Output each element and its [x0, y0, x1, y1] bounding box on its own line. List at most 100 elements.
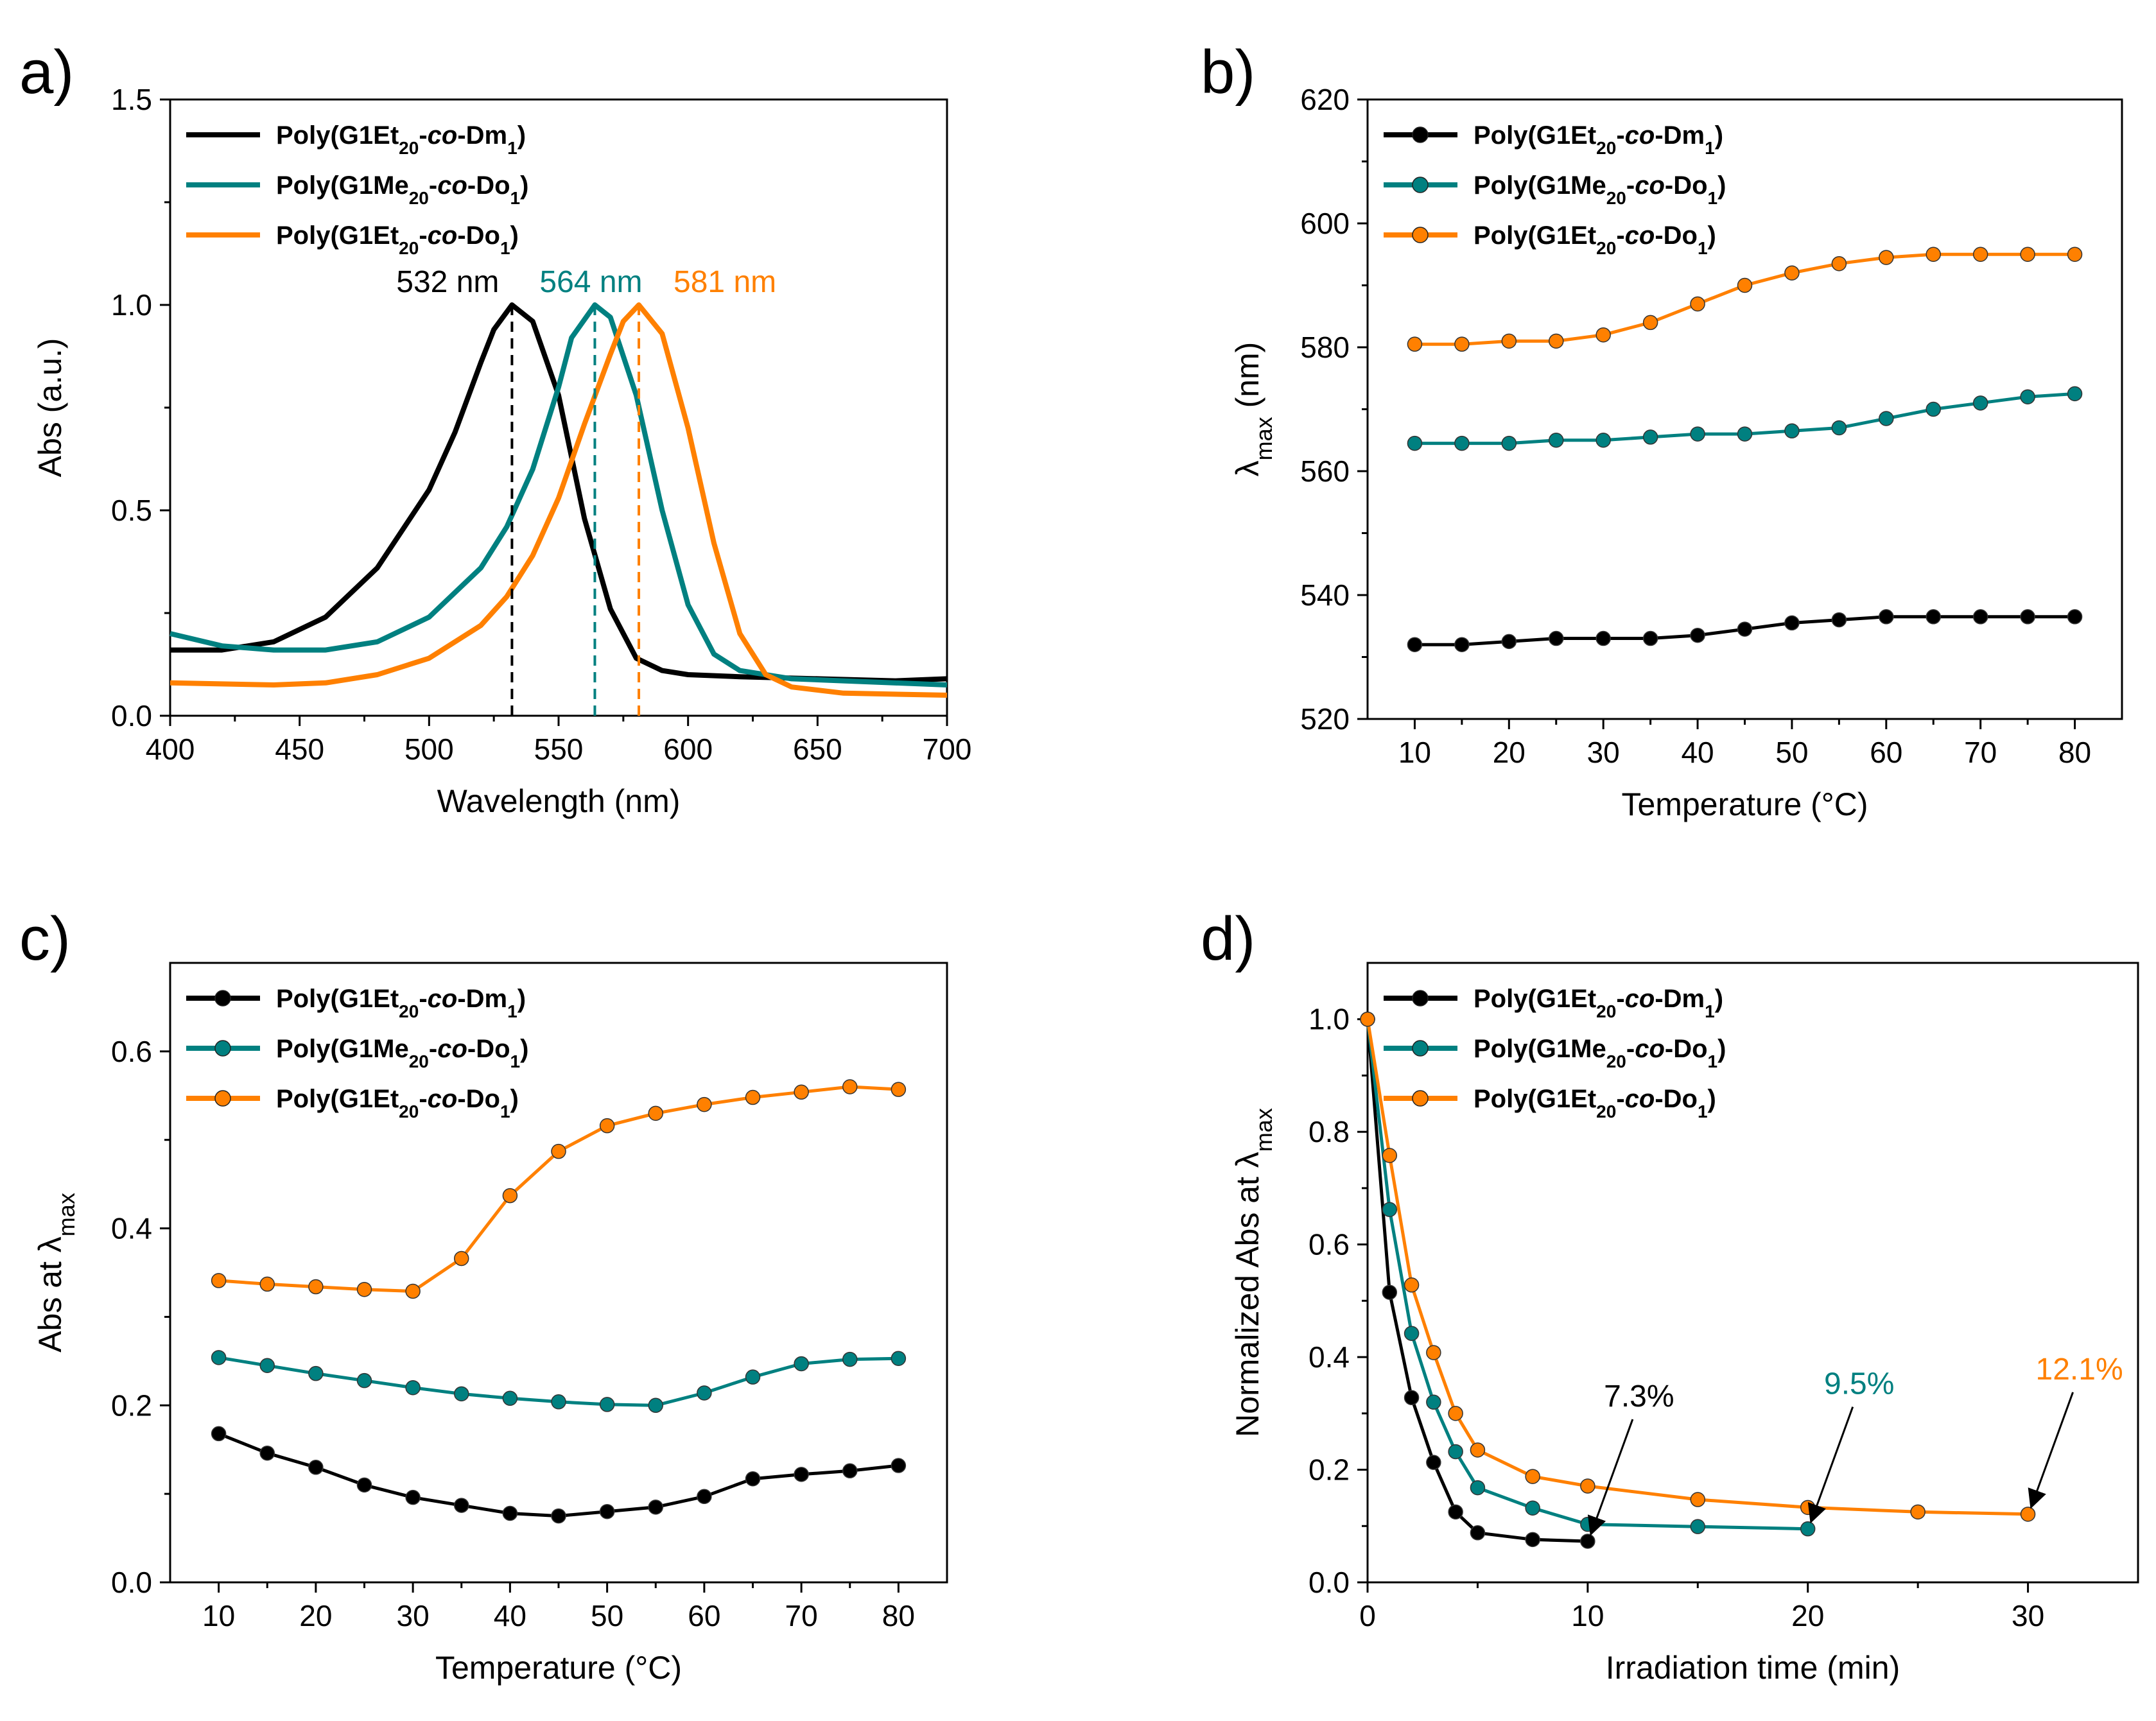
- data-point: [1501, 435, 1517, 451]
- legend-label-close: ): [1715, 985, 1723, 1013]
- legend-label-dash: -: [419, 121, 427, 150]
- annotation-arrow: [1807, 1406, 1854, 1524]
- data-point: [1549, 630, 1564, 646]
- x-tick-label: 450: [275, 732, 324, 766]
- y-tick-label: 540: [1300, 578, 1350, 612]
- legend-label-sub: 1: [500, 1102, 510, 1121]
- data-point: [1737, 277, 1753, 293]
- legend-label: Poly(G1Et20-co-Dm1): [276, 121, 526, 158]
- legend-label-base: Poly(G1Et: [1474, 985, 1596, 1013]
- legend-label-base: Poly(G1Me: [1474, 1035, 1606, 1063]
- y-axis-title: Abs (a.u.): [32, 338, 68, 478]
- legend-marker: [1412, 227, 1429, 243]
- legend-label-co: co: [1625, 221, 1655, 250]
- data-point: [697, 1489, 712, 1505]
- data-point: [1690, 426, 1705, 442]
- data-point: [1690, 296, 1705, 312]
- data-point: [211, 1350, 227, 1365]
- data-point: [502, 1390, 518, 1406]
- legend-marker: [214, 1040, 231, 1057]
- data-point: [794, 1467, 809, 1482]
- x-axis-title: Temperature (°C): [1622, 786, 1868, 822]
- legend-label-close: ): [510, 1085, 519, 1113]
- data-point: [745, 1369, 761, 1385]
- series-line-2: [218, 1085, 899, 1293]
- legend-label-sub: 20: [399, 1102, 419, 1121]
- x-tick-label: 80: [882, 1599, 915, 1632]
- data-point: [1580, 1534, 1595, 1549]
- data-point: [794, 1356, 809, 1372]
- legend-label-sub: 1: [507, 1001, 517, 1021]
- legend-label-tail: -Do: [1655, 221, 1698, 250]
- data-point: [551, 1143, 566, 1159]
- y-axis-title-main: λ: [1230, 460, 1265, 476]
- data-point: [648, 1105, 663, 1121]
- legend-label-tail: -Do: [1655, 1085, 1698, 1113]
- legend-label-close: ): [1715, 121, 1723, 150]
- legend-label: Poly(G1Et20-co-Dm1): [276, 985, 526, 1021]
- legend-label-dash: -: [429, 1035, 437, 1063]
- legend-label-sub: 1: [510, 1051, 521, 1071]
- legend-label-sub: 20: [1596, 1102, 1616, 1121]
- x-tick-label: 550: [534, 732, 584, 766]
- legend-label-sub: 1: [1705, 1001, 1715, 1021]
- x-tick-label: 30: [2012, 1599, 2044, 1632]
- series-line-2: [1414, 252, 2075, 346]
- legend-label-dash: -: [1616, 221, 1624, 250]
- legend-label-close: ): [1708, 1085, 1716, 1113]
- legend-marker: [1412, 126, 1429, 143]
- legend-label-close: ): [517, 121, 526, 150]
- legend-label-tail: -Dm: [457, 985, 507, 1013]
- peak-label: 532 nm: [396, 265, 499, 299]
- y-axis-title: λmax (nm): [1230, 342, 1277, 477]
- data-point: [842, 1079, 858, 1094]
- annotation-label: 9.5%: [1824, 1367, 1894, 1401]
- legend-label-co: co: [437, 171, 467, 200]
- y-tick-label: 0.0: [1308, 1566, 1350, 1599]
- x-tick-label: 60: [688, 1599, 720, 1632]
- data-point: [1382, 1148, 1398, 1163]
- data-point: [356, 1477, 372, 1493]
- data-point: [745, 1089, 761, 1105]
- data-point: [891, 1458, 907, 1473]
- legend-label: Poly(G1Et20-co-Dm1): [1474, 985, 1723, 1021]
- legend-marker: [214, 990, 231, 1007]
- data-point: [1831, 612, 1847, 628]
- y-tick-label: 620: [1300, 83, 1350, 116]
- data-point: [2020, 609, 2035, 625]
- legend-label-dash: -: [1616, 985, 1624, 1013]
- data-point: [356, 1281, 372, 1297]
- y-axis-title-tail: (nm): [1230, 342, 1265, 417]
- legend-label: Poly(G1Et20-co-Do1): [276, 221, 519, 258]
- legend-label-base: Poly(G1Et: [276, 221, 399, 250]
- data-point: [648, 1500, 663, 1515]
- legend-label-close: ): [1717, 171, 1726, 200]
- data-point: [2067, 609, 2083, 625]
- data-point: [211, 1426, 227, 1442]
- data-point: [1831, 420, 1847, 436]
- data-point: [599, 1118, 615, 1134]
- legend-label: Poly(G1Me20-co-Do1): [276, 1035, 528, 1071]
- data-point: [1800, 1521, 1816, 1537]
- data-point: [1549, 433, 1564, 448]
- x-tick-label: 30: [397, 1599, 430, 1632]
- data-point: [891, 1351, 907, 1366]
- data-point: [1784, 423, 1800, 439]
- data-point: [1404, 1390, 1420, 1406]
- legend-label-sub: 20: [1596, 138, 1616, 158]
- legend-label-close: ): [517, 985, 526, 1013]
- series-line-1: [170, 302, 948, 688]
- data-point: [308, 1365, 324, 1381]
- data-point: [454, 1498, 469, 1513]
- y-tick-label: 0.0: [111, 699, 152, 732]
- legend-label-base: Poly(G1Me: [1474, 171, 1606, 200]
- data-point: [1784, 615, 1800, 631]
- legend-label-co: co: [1625, 985, 1655, 1013]
- y-axis-title: Abs at λmax: [32, 1193, 80, 1353]
- annotation-arrow: [2028, 1392, 2074, 1509]
- panel-label: d): [1201, 904, 1255, 973]
- y-tick-label: 520: [1300, 702, 1350, 736]
- x-tick-label: 400: [146, 732, 195, 766]
- legend-label-co: co: [1625, 1085, 1655, 1113]
